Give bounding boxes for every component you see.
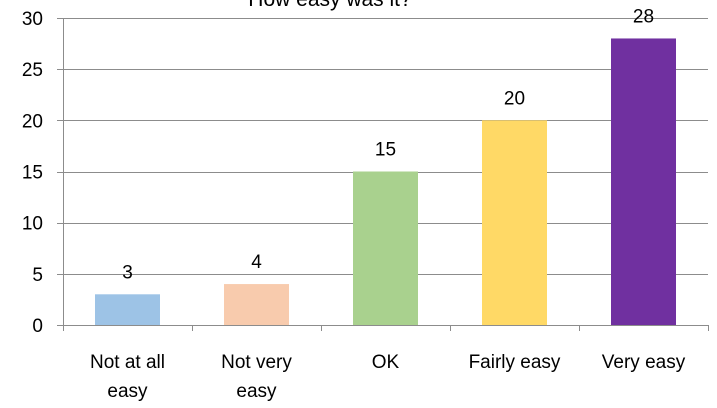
data-label: 28 [633, 6, 654, 27]
x-category-label: Not very [221, 352, 292, 373]
x-category-labels: Not at all easy Not very easy OK Fairly easy V… [90, 352, 686, 402]
y-tick-label: 15 [22, 163, 43, 184]
bar [482, 120, 547, 325]
data-labels: 3 4 15 20 28 [122, 6, 654, 283]
data-label: 3 [122, 262, 133, 283]
y-tick-label: 20 [22, 111, 43, 132]
x-category-label: OK [372, 352, 400, 373]
data-label: 20 [504, 88, 525, 109]
data-label: 4 [251, 252, 262, 273]
bar [224, 284, 289, 325]
chart-title: How easy was it? [248, 0, 411, 11]
y-tick-labels: 0 5 10 15 20 25 30 [22, 9, 43, 337]
x-category-label: Fairly easy [469, 352, 561, 373]
y-tick-label: 10 [22, 214, 43, 235]
axes [57, 18, 709, 331]
bar [353, 171, 418, 325]
bars [95, 38, 676, 325]
y-tick-label: 0 [32, 316, 43, 337]
x-category-label: easy [236, 381, 277, 402]
y-tick-label: 25 [22, 60, 43, 81]
x-category-label: Very easy [602, 352, 686, 373]
bar [611, 38, 676, 325]
x-category-label: easy [107, 381, 148, 402]
y-tick-label: 5 [32, 265, 43, 286]
x-category-label: Not at all [90, 352, 165, 373]
bar [95, 294, 160, 325]
data-label: 15 [375, 140, 396, 161]
y-tick-label: 30 [22, 9, 43, 30]
